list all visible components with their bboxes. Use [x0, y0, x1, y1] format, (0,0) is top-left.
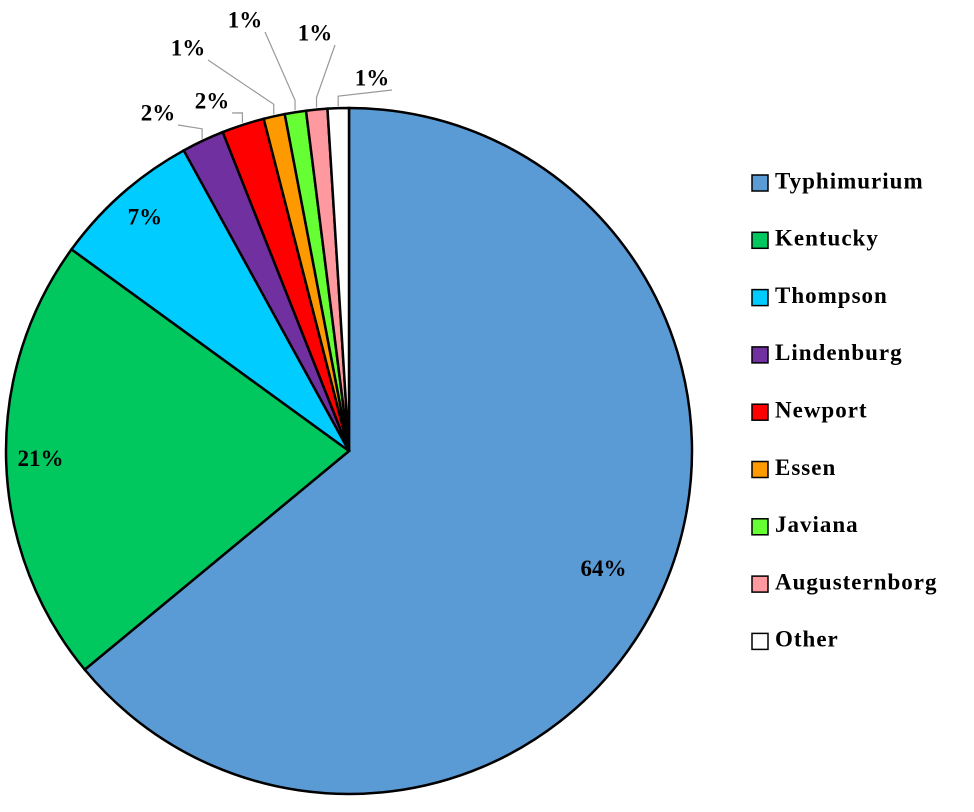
data-label: 21% [17, 446, 63, 471]
data-label: 1% [355, 65, 390, 90]
leader-line [337, 89, 393, 107]
pie-slice [82, 106, 694, 796]
leader-line [177, 124, 203, 139]
leader-line [315, 44, 336, 108]
data-label: 1% [298, 20, 333, 45]
leader-line [207, 59, 275, 115]
data-label: 2% [195, 88, 230, 113]
legend-swatch [751, 403, 769, 421]
legend-label: Essen [775, 455, 836, 480]
legend-label: Thompson [775, 283, 888, 308]
data-label: 64% [580, 556, 626, 581]
legend-swatch [751, 288, 769, 307]
legend-label: Javiana [775, 512, 859, 537]
legend-swatch [751, 460, 769, 479]
legend-label: Typhimurium [775, 168, 924, 193]
legend-label: Lindenburg [775, 340, 903, 365]
pie-slice [4, 247, 352, 672]
data-label: 2% [141, 100, 176, 125]
legend-swatch [751, 346, 769, 364]
legend-label: Newport [775, 397, 868, 422]
pie-slice [69, 148, 351, 453]
data-label: 1% [228, 7, 263, 32]
leader-line [231, 112, 243, 123]
legend-label: Augusternborg [775, 569, 938, 594]
legend-swatch [751, 632, 769, 651]
legend-swatch [751, 231, 769, 250]
pie-slice [326, 106, 351, 452]
data-label: 7% [128, 205, 163, 230]
legend-swatch [751, 575, 769, 593]
legend-swatch [751, 174, 769, 192]
legend-swatch [751, 518, 769, 536]
data-label: 1% [171, 35, 206, 60]
leader-line [264, 31, 296, 111]
legend-label: Kentucky [775, 226, 879, 251]
legend-label: Other [775, 627, 839, 652]
